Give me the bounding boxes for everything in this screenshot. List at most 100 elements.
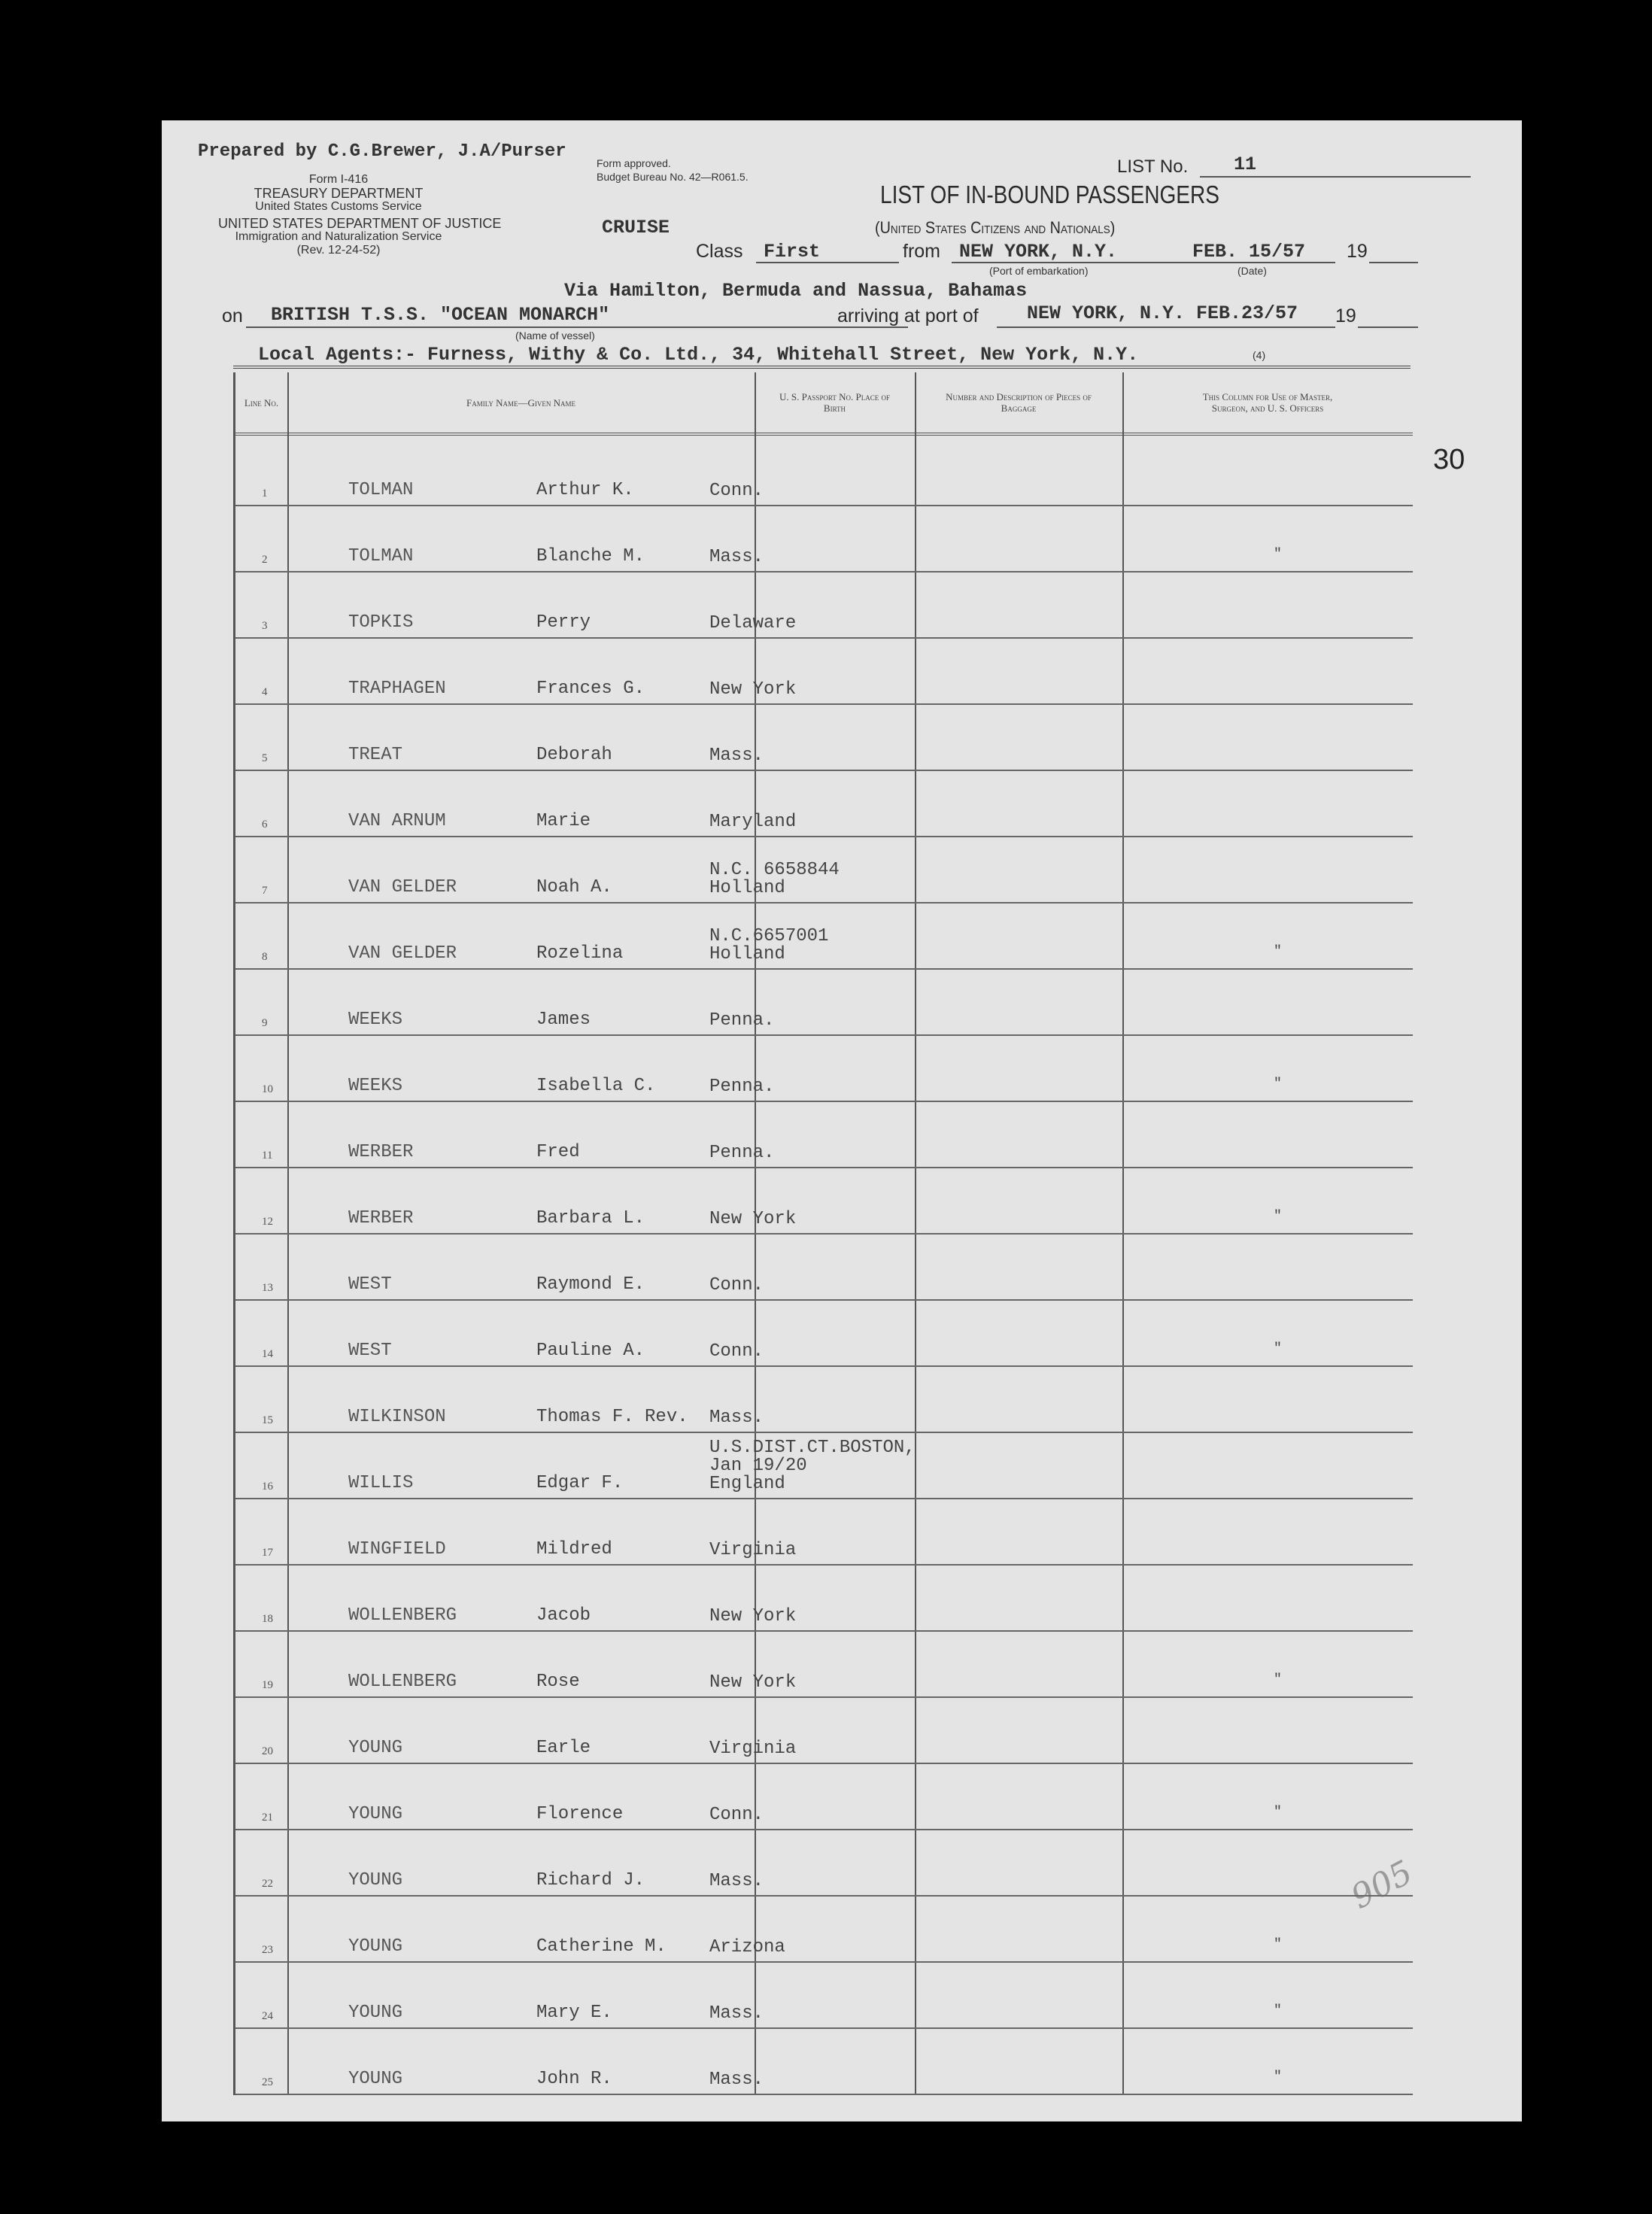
table-row: 17 WINGFIELD Mildred Virginia xyxy=(235,1498,1413,1566)
family-name: YOUNG xyxy=(348,1738,403,1758)
line-number: 23 xyxy=(262,1944,273,1956)
family-name: VAN GELDER xyxy=(348,943,457,964)
family-name: WERBER xyxy=(348,1142,414,1162)
line-number: 12 xyxy=(262,1216,273,1228)
line-number: 21 xyxy=(262,1812,273,1824)
officer-mark: " xyxy=(1274,1341,1282,1356)
place-of-birth: Virginia xyxy=(709,1739,797,1759)
line-number: 9 xyxy=(262,1017,268,1029)
given-name: Raymond E. xyxy=(536,1274,645,1295)
line-number: 16 xyxy=(262,1481,273,1493)
given-name: Barbara L. xyxy=(536,1208,645,1228)
table-row: 8 VAN GELDER Rozelina N.C.6657001 Holland " xyxy=(235,902,1413,970)
place-of-birth: New York xyxy=(709,1606,797,1626)
family-name: WEST xyxy=(348,1274,392,1295)
place-of-birth: Penna. xyxy=(709,1010,775,1031)
line-number: 5 xyxy=(262,752,268,764)
form-approved-label: Form approved. xyxy=(597,157,671,169)
footnote-marker: (4) xyxy=(1253,349,1266,361)
given-name: Pauline A. xyxy=(536,1341,645,1361)
place-of-birth: Mass. xyxy=(709,1408,764,1428)
line-number: 15 xyxy=(262,1414,273,1426)
list-no-label: LIST No. xyxy=(1117,156,1189,177)
form-number: Form I-416 xyxy=(308,173,369,186)
table-row: 6 VAN ARNUM Marie Maryland xyxy=(235,770,1413,837)
family-name: TREAT xyxy=(348,745,403,765)
family-name: WERBER xyxy=(348,1208,414,1228)
line-number: 11 xyxy=(262,1150,273,1162)
family-name: TOLMAN xyxy=(348,546,414,566)
table-row: 13 WEST Raymond E. Conn. xyxy=(235,1233,1413,1301)
family-name: YOUNG xyxy=(348,2003,403,2023)
officer-mark: " xyxy=(1274,1805,1282,1820)
place-of-birth: Mass. xyxy=(709,547,764,567)
line-number: 17 xyxy=(262,1547,273,1559)
family-name: VAN ARNUM xyxy=(348,811,446,831)
class-value: First xyxy=(764,241,821,263)
officer-mark: " xyxy=(1274,1937,1282,1952)
place-of-birth: Mass. xyxy=(709,2070,764,2090)
given-name: Fred xyxy=(536,1142,580,1162)
place-of-birth: Conn. xyxy=(709,1341,764,1362)
family-name: YOUNG xyxy=(348,1804,403,1824)
given-name: Earle xyxy=(536,1738,591,1758)
place-of-birth: Mass. xyxy=(709,2003,764,2024)
form-department-block: Form I-416 TREASURY DEPARTMENT United St… xyxy=(233,173,444,214)
given-name: Rozelina xyxy=(536,943,624,964)
given-name: Mildred xyxy=(536,1539,612,1560)
place-of-birth: Arizona xyxy=(709,1937,785,1957)
given-name: Noah A. xyxy=(536,877,612,897)
table-row: 2 TOLMAN Blanche M. Mass. " xyxy=(235,505,1413,572)
family-name: TOLMAN xyxy=(348,480,414,500)
line-number: 2 xyxy=(262,554,268,566)
table-row: 9 WEEKS James Penna. xyxy=(235,968,1413,1036)
line-number: 3 xyxy=(262,620,268,632)
line-number: 24 xyxy=(262,2010,273,2022)
given-name: Frances G. xyxy=(536,679,645,699)
place-of-birth: New York xyxy=(709,1209,797,1229)
vessel-caption: (Name of vessel) xyxy=(515,330,595,342)
officer-mark: " xyxy=(1274,547,1282,562)
place-of-birth: N.C.6657001 Holland xyxy=(709,926,829,964)
given-name: Arthur K. xyxy=(536,480,634,500)
list-no-value: 11 xyxy=(1234,153,1257,175)
given-name: Rose xyxy=(536,1672,580,1692)
line-number: 20 xyxy=(262,1745,273,1757)
family-name: WOLLENBERG xyxy=(348,1672,457,1692)
line-number: 14 xyxy=(262,1348,273,1360)
given-name: Richard J. xyxy=(536,1870,645,1891)
line-number: 4 xyxy=(262,686,268,698)
line-number: 22 xyxy=(262,1878,273,1890)
place-of-birth: Delaware xyxy=(709,613,797,633)
given-name: Deborah xyxy=(536,745,612,765)
place-of-birth: N.C. 6658844 Holland xyxy=(709,860,840,898)
table-row: 15 WILKINSON Thomas F. Rev. Mass. xyxy=(235,1365,1413,1433)
table-row: 24 YOUNG Mary E. Mass. " xyxy=(235,1961,1413,2029)
header-passport: U. S. Passport No. Place of Birth xyxy=(779,391,890,414)
date-caption: (Date) xyxy=(1237,265,1267,277)
table-row: 7 VAN GELDER Noah A. N.C. 6658844 Holland xyxy=(235,836,1413,904)
family-name: WOLLENBERG xyxy=(348,1605,457,1626)
place-of-birth: Conn. xyxy=(709,1805,764,1825)
place-of-birth: U.S.DIST.CT.BOSTON, Jan 19/20 England xyxy=(709,1438,916,1494)
table-row: 21 YOUNG Florence Conn. " xyxy=(235,1763,1413,1830)
officer-mark: " xyxy=(1274,944,1282,959)
given-name: John R. xyxy=(536,2069,612,2089)
given-name: Mary E. xyxy=(536,2003,612,2023)
place-of-birth: Maryland xyxy=(709,812,797,832)
ins-label: Immigration and Naturalization Service xyxy=(235,230,442,243)
table-row: 22 YOUNG Richard J. Mass. xyxy=(235,1829,1413,1897)
family-name: WEEKS xyxy=(348,1010,403,1030)
given-name: Perry xyxy=(536,612,591,633)
given-name: Florence xyxy=(536,1804,624,1824)
via-route: Via Hamilton, Bermuda and Nassua, Bahama… xyxy=(564,280,1028,302)
justice-label: UNITED STATES DEPARTMENT OF JUSTICE xyxy=(218,216,502,231)
line-number: 10 xyxy=(262,1083,273,1095)
header-name: Family Name—Given Name xyxy=(466,396,575,408)
family-name: WINGFIELD xyxy=(348,1539,446,1560)
passenger-table: Line No. Family Name—Given Name U. S. Pa… xyxy=(233,372,1413,2095)
local-agents: Local Agents:- Furness, Withy & Co. Ltd.… xyxy=(258,344,1139,366)
arriving-value: NEW YORK, N.Y. FEB.23/57 xyxy=(1027,302,1298,324)
rev-label: (Rev. 12-24-52) xyxy=(296,244,381,257)
form-approved: Form approved. Budget Bureau No. 42—R061… xyxy=(597,156,749,184)
